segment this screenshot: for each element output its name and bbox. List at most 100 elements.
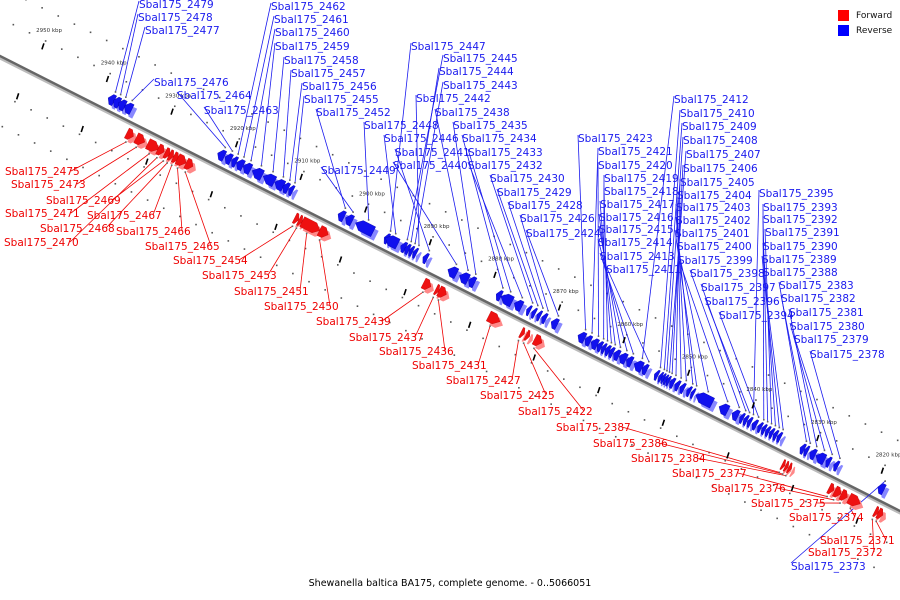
gene-arrow[interactable]	[815, 452, 828, 466]
gene-arrow[interactable]	[742, 414, 750, 426]
gene-label[interactable]: Sbal175_2453	[202, 270, 277, 282]
gene-label[interactable]: Sbal175_2424	[526, 228, 601, 240]
gene-label[interactable]: Sbal175_2380	[790, 321, 865, 333]
gene-Sbal175_2455[interactable]	[288, 181, 299, 201]
gene-label[interactable]: Sbal175_2418	[604, 186, 679, 198]
gene-label[interactable]: Sbal175_2431	[412, 360, 487, 372]
gene-Sbal175_2388[interactable]	[776, 428, 787, 447]
gene-Sbal175_2459[interactable]	[251, 164, 268, 185]
gene-arrow[interactable]	[514, 299, 525, 313]
gene-Sbal175_2431[interactable]	[485, 310, 503, 328]
gene-label[interactable]: Sbal175_2423	[578, 133, 653, 145]
gene-label[interactable]: Sbal175_2444	[439, 66, 514, 78]
gene-label[interactable]: Sbal175_2433	[468, 147, 543, 159]
gene-label[interactable]: Sbal175_2449	[321, 165, 396, 177]
gene-arrow[interactable]	[657, 371, 665, 383]
gene-arrow[interactable]	[274, 179, 287, 192]
gene-label[interactable]: Sbal175_2408	[683, 135, 758, 147]
gene-arrow[interactable]	[400, 241, 409, 254]
gene-arrow[interactable]	[162, 147, 171, 159]
gene-Sbal175_2403[interactable]	[679, 379, 690, 398]
gene-arrow[interactable]	[875, 507, 884, 520]
gene-arrow[interactable]	[832, 485, 842, 498]
gene-label[interactable]: Sbal175_2459	[275, 41, 350, 53]
gene-label[interactable]: Sbal175_2372	[808, 547, 883, 559]
gene-arrow[interactable]	[674, 380, 682, 392]
gene-arrow[interactable]	[746, 416, 754, 428]
gene-label[interactable]: Sbal175_2405	[680, 177, 755, 189]
gene-arrow[interactable]	[596, 341, 605, 353]
gene-arrow[interactable]	[613, 349, 622, 362]
gene-arrow[interactable]	[531, 307, 539, 319]
gene-arrow[interactable]	[838, 489, 848, 501]
gene-label[interactable]: Sbal175_2478	[138, 12, 213, 24]
gene-arrow[interactable]	[739, 412, 746, 425]
gene-label[interactable]: Sbal175_2414	[598, 237, 673, 249]
gene-label[interactable]: Sbal175_2445	[443, 53, 518, 65]
gene-Sbal175_2413[interactable]	[626, 352, 638, 372]
gene-label[interactable]: Sbal175_2432	[468, 160, 543, 172]
gene-arrow[interactable]	[296, 214, 304, 226]
gene-Sbal175_2427[interactable]	[517, 327, 528, 342]
gene-label[interactable]: Sbal175_2388	[763, 267, 838, 279]
gene-label[interactable]: Sbal175_2427	[446, 375, 521, 387]
gene-label[interactable]: Sbal175_2382	[781, 293, 856, 305]
gene-label[interactable]: Sbal175_2394	[719, 310, 794, 322]
gene-arrow[interactable]	[433, 284, 440, 296]
gene-label[interactable]: Sbal175_2462	[271, 1, 346, 13]
gene-label[interactable]: Sbal175_2455	[304, 94, 379, 106]
gene-label[interactable]: Sbal175_2470	[4, 237, 79, 249]
gene-Sbal175_2436[interactable]	[436, 285, 450, 302]
gene-Sbal175_2374[interactable]	[846, 492, 864, 510]
gene-Sbal175_2426[interactable]	[541, 309, 552, 329]
gene-label[interactable]: Sbal175_2456	[302, 81, 377, 93]
gene-label[interactable]: Sbal175_2410	[680, 108, 755, 120]
gene-label[interactable]: Sbal175_2477	[145, 25, 220, 37]
gene-arrow[interactable]	[604, 345, 612, 357]
gene-label[interactable]: Sbal175_2460	[275, 27, 350, 39]
gene-Sbal175_2450[interactable]	[316, 225, 332, 242]
gene-label[interactable]: Sbal175_2381	[789, 307, 864, 319]
gene-arrow[interactable]	[166, 149, 174, 161]
gene-label[interactable]: Sbal175_2425	[480, 390, 555, 402]
gene-label[interactable]: Sbal175_2374	[789, 512, 864, 524]
gene-Sbal175_2424[interactable]	[550, 315, 563, 334]
gene-label[interactable]: Sbal175_2395	[759, 188, 834, 200]
gene-label[interactable]: Sbal175_2446	[384, 133, 459, 145]
gene-arrow[interactable]	[641, 363, 650, 376]
gene-arrow[interactable]	[608, 346, 616, 359]
gene-label[interactable]: Sbal175_2434	[462, 133, 537, 145]
gene-arrow[interactable]	[872, 505, 879, 518]
gene-arrow[interactable]	[468, 276, 478, 289]
gene-label[interactable]: Sbal175_2464	[177, 90, 252, 102]
gene-arrow[interactable]	[500, 293, 515, 308]
gene-arrow[interactable]	[768, 427, 776, 440]
gene-arrow[interactable]	[626, 356, 635, 368]
gene-arrow[interactable]	[422, 252, 430, 265]
gene-label[interactable]: Sbal175_2383	[779, 280, 854, 292]
gene-label[interactable]: Sbal175_2447	[411, 41, 486, 53]
gene-label[interactable]: Sbal175_2428	[508, 200, 583, 212]
gene-label[interactable]: Sbal175_2448	[364, 120, 439, 132]
gene-arrow[interactable]	[525, 305, 533, 317]
gene-arrow[interactable]	[133, 132, 146, 146]
gene-arrow[interactable]	[757, 422, 765, 434]
gene-arrow[interactable]	[686, 386, 693, 398]
gene-Sbal175_2441[interactable]	[422, 249, 433, 268]
gene-arrow[interactable]	[262, 173, 278, 188]
gene-arrow[interactable]	[799, 443, 807, 455]
gene-label[interactable]: Sbal175_2397	[701, 282, 776, 294]
gene-arrow[interactable]	[577, 331, 588, 344]
gene-label[interactable]: Sbal175_2440	[393, 160, 468, 172]
gene-label[interactable]: Sbal175_2471	[5, 208, 80, 220]
gene-arrow[interactable]	[718, 403, 731, 417]
gene-arrow[interactable]	[117, 99, 128, 112]
gene-arrow[interactable]	[584, 335, 594, 347]
gene-Sbal175_2373[interactable]	[877, 480, 890, 499]
gene-label[interactable]: Sbal175_2384	[631, 453, 706, 465]
gene-arrow[interactable]	[669, 377, 677, 389]
gene-Sbal175_2399[interactable]	[718, 400, 734, 420]
gene-label[interactable]: Sbal175_2419	[604, 173, 679, 185]
gene-label[interactable]: Sbal175_2406	[683, 163, 758, 175]
gene-arrow[interactable]	[690, 388, 697, 400]
